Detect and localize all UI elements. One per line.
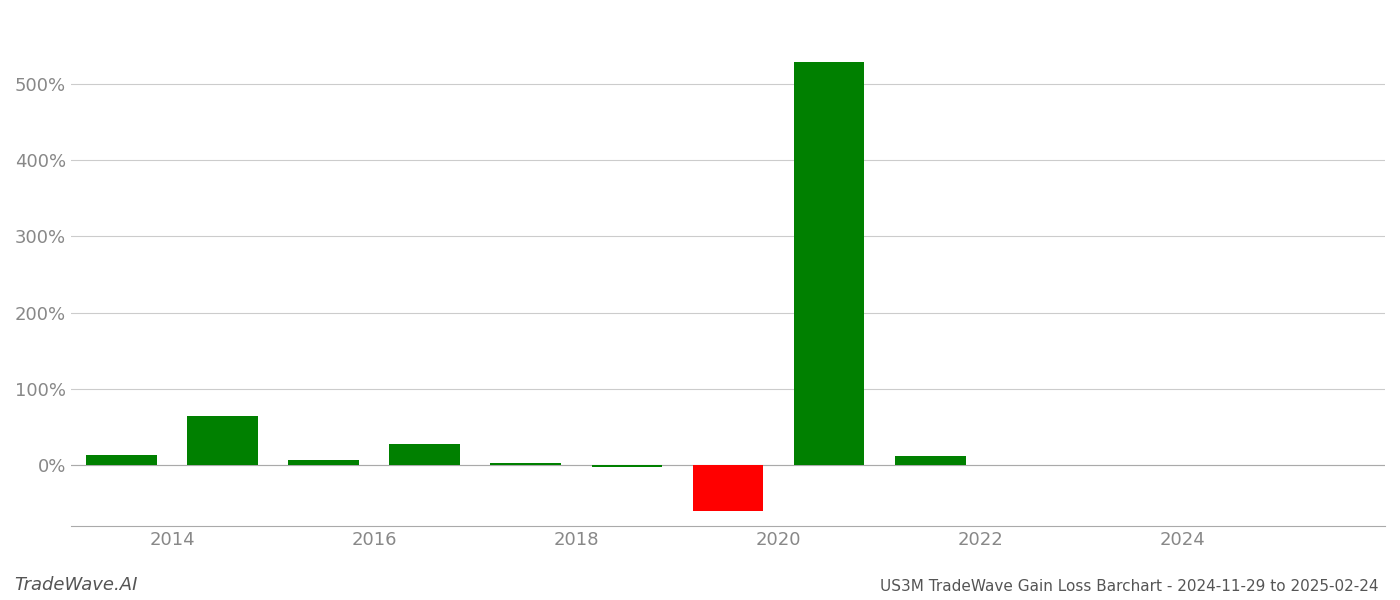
Text: TradeWave.AI: TradeWave.AI xyxy=(14,576,137,594)
Bar xyxy=(895,456,966,465)
Bar xyxy=(794,62,864,465)
Bar xyxy=(87,455,157,465)
Bar xyxy=(490,463,561,465)
Bar xyxy=(693,465,763,511)
Bar xyxy=(592,465,662,467)
Text: US3M TradeWave Gain Loss Barchart - 2024-11-29 to 2025-02-24: US3M TradeWave Gain Loss Barchart - 2024… xyxy=(881,579,1379,594)
Bar xyxy=(389,444,461,465)
Bar xyxy=(288,460,358,465)
Bar xyxy=(188,416,258,465)
